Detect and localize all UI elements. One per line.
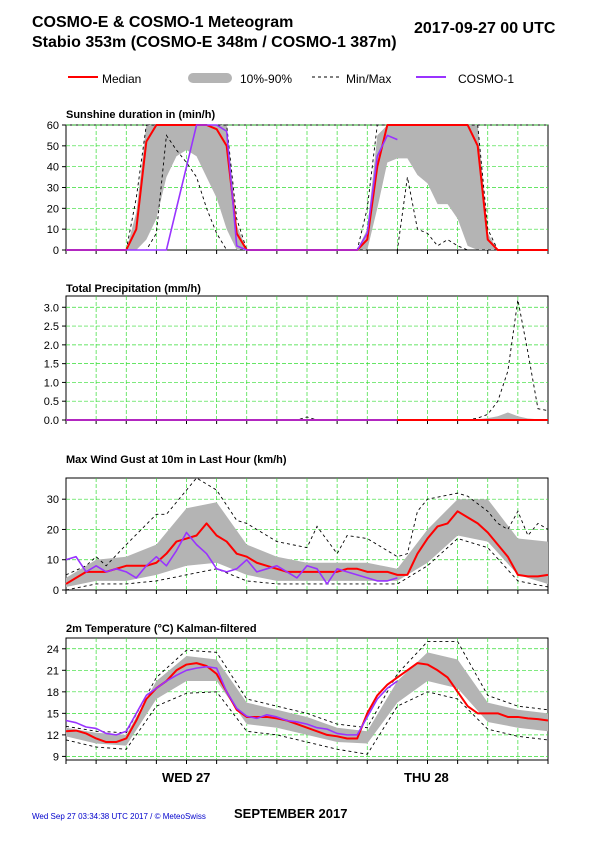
- temp-median-line: [65, 662, 549, 744]
- wind-min-line: [65, 538, 549, 591]
- forecast-datetime: 2017-09-27 00 UTC: [414, 20, 556, 37]
- precip-ytick-label: 3.0: [44, 302, 59, 314]
- sunshine-ytick-label: 30: [47, 183, 59, 195]
- sunshine-ytick-label: 40: [47, 162, 59, 174]
- temperature-panel-title: 2m Temperature (°C) Kalman-filtered: [66, 623, 257, 635]
- precip-ytick-label: 1.5: [44, 359, 59, 371]
- wind-max-line: [65, 477, 549, 576]
- legend-minmax-swatch: [312, 76, 342, 78]
- sunshine-ytick-label: 0: [53, 245, 59, 257]
- precipitation-panel-title: Total Precipitation (mm/h): [66, 283, 201, 295]
- meteogram-title: COSMO-E & COSMO-1 Meteogram: [32, 14, 294, 31]
- sunshine-band-10-90: [66, 125, 548, 250]
- temp-ytick-label: 9: [53, 751, 59, 763]
- legend-median-label: Median: [102, 72, 142, 86]
- wind-panel-title: Max Wind Gust at 10m in Last Hour (km/h): [66, 454, 287, 466]
- legend-band-label: 10%-90%: [240, 72, 293, 86]
- temp-ytick-label: 12: [47, 730, 59, 742]
- precip-ytick-label: 0.5: [44, 396, 59, 408]
- day-label-wed: WED 27: [162, 770, 211, 785]
- temp-ytick-label: 15: [47, 708, 59, 720]
- footer-credit: Wed Sep 27 03:34:38 UTC 2017 / © MeteoSw…: [32, 812, 206, 821]
- sunshine-ytick-label: 10: [47, 224, 59, 236]
- sunshine-panel-title: Sunshine duration in (min/h): [66, 109, 216, 121]
- wind-ytick-label: 10: [47, 555, 59, 567]
- legend-minmax-label: Min/Max: [346, 72, 392, 86]
- legend-cosmo1-label: COSMO-1: [458, 72, 515, 86]
- precip-ytick-label: 2.0: [44, 340, 59, 352]
- precip-max-line: [66, 299, 549, 421]
- station-subtitle: Stabio 353m (COSMO-E 348m / COSMO-1 387m…: [32, 34, 397, 51]
- sunshine-ytick-label: 20: [47, 203, 59, 215]
- temp-ytick-label: 24: [47, 644, 59, 656]
- sunshine-cosmo-1-line: [66, 124, 398, 251]
- wind-band-10-90: [66, 499, 548, 587]
- wind-ytick-label: 0: [53, 585, 59, 597]
- precip-ytick-label: 1.0: [44, 377, 59, 389]
- sunshine-ytick-label: 50: [47, 141, 59, 153]
- temp-ytick-label: 21: [47, 665, 59, 677]
- temp-cosmo-1-line: [65, 665, 398, 736]
- temp-ytick-label: 18: [47, 687, 59, 699]
- temp-min-line: [65, 691, 549, 755]
- legend-band-swatch: [188, 73, 232, 83]
- wind-ytick-label: 20: [47, 524, 59, 536]
- month-label: SEPTEMBER 2017: [234, 806, 348, 821]
- temp-band-10-90: [66, 652, 548, 746]
- wind-ytick-label: 30: [47, 494, 59, 506]
- sunshine-ytick-label: 60: [47, 120, 59, 132]
- wind-cosmo-1-line: [65, 531, 398, 585]
- legend-median-swatch: [68, 76, 98, 78]
- day-label-thu: THU 28: [404, 770, 449, 785]
- precip-ytick-label: 2.5: [44, 321, 59, 333]
- legend-cosmo1-swatch: [416, 76, 446, 78]
- precip-ytick-label: 0.0: [44, 415, 59, 427]
